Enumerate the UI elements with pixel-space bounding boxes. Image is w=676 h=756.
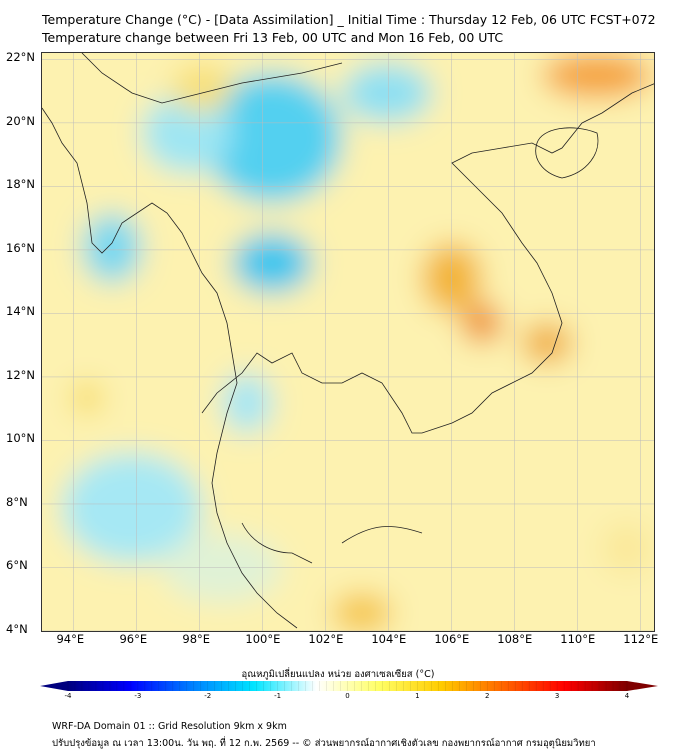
lat-label: 4°N bbox=[6, 622, 28, 636]
temperature-change-map bbox=[41, 52, 655, 632]
colorbar-max-arrow bbox=[627, 681, 658, 691]
lon-label: 106°E bbox=[434, 632, 470, 646]
colorbar-tick-label: 1 bbox=[415, 692, 420, 700]
temperature-field-region bbox=[222, 373, 272, 433]
lon-label: 110°E bbox=[560, 632, 596, 646]
lat-label: 12°N bbox=[6, 367, 35, 382]
lat-label: 16°N bbox=[6, 240, 35, 255]
temperature-field-region bbox=[142, 93, 232, 173]
lon-label: 108°E bbox=[497, 632, 533, 646]
lat-label: 20°N bbox=[6, 113, 35, 128]
colorbar-tick-label: 0 bbox=[345, 692, 350, 700]
temperature-field-region bbox=[172, 63, 232, 113]
lon-label: 94°E bbox=[56, 632, 85, 646]
temperature-field-region bbox=[542, 53, 652, 98]
colorbar-tick-label: 3 bbox=[554, 692, 560, 700]
lat-label: 22°N bbox=[6, 50, 35, 65]
colorbar-title: อุณหภูมิเปลี่ยนแปลง หน่วย องศาเซลเซียส (… bbox=[241, 669, 435, 680]
temperature-field-region bbox=[62, 453, 202, 563]
lat-label: 14°N bbox=[6, 304, 35, 319]
temperature-field-region bbox=[162, 533, 282, 603]
map-canvas bbox=[42, 53, 654, 631]
lon-label: 112°E bbox=[623, 632, 659, 646]
temperature-field-region bbox=[522, 323, 572, 363]
temperature-field-region bbox=[202, 73, 342, 203]
temperature-field-region bbox=[462, 303, 502, 343]
lat-label: 6°N bbox=[6, 558, 28, 573]
lat-label: 8°N bbox=[6, 494, 28, 509]
temperature-field-region bbox=[72, 383, 102, 413]
lon-label: 100°E bbox=[245, 632, 281, 646]
lon-label: 104°E bbox=[371, 632, 407, 646]
coastline bbox=[42, 53, 654, 629]
temperature-field-region bbox=[232, 233, 312, 293]
colorbar-tick-label: -1 bbox=[274, 692, 282, 700]
colorbar-tick-label: -4 bbox=[64, 692, 72, 700]
colorbar-min-arrow bbox=[40, 681, 68, 691]
chart-subtitle: Temperature change between Fri 13 Feb, 0… bbox=[42, 30, 504, 45]
footer-update-info: ปรับปรุงข้อมูล ณ เวลา 13:00น. วัน พฤ. ที… bbox=[52, 738, 596, 749]
lon-label: 102°E bbox=[308, 632, 344, 646]
colorbar bbox=[40, 681, 658, 691]
colorbar-gradient bbox=[68, 681, 627, 691]
lat-label: 18°N bbox=[6, 177, 35, 192]
lat-label: 10°N bbox=[6, 431, 35, 446]
temperature-field-region bbox=[342, 63, 432, 123]
lon-label: 96°E bbox=[119, 632, 148, 646]
colorbar-tick-label: -2 bbox=[204, 692, 212, 700]
colorbar-tick-label: -3 bbox=[134, 692, 142, 700]
chart-title: Temperature Change (°C) - [Data Assimila… bbox=[42, 12, 656, 27]
lon-label: 98°E bbox=[182, 632, 211, 646]
temperature-field-region bbox=[332, 593, 392, 631]
colorbar-tick-label: 2 bbox=[485, 692, 490, 700]
temperature-field-region bbox=[602, 523, 652, 573]
footer-domain-info: WRF-DA Domain 01 :: Grid Resolution 9km … bbox=[52, 721, 287, 732]
temperature-field-region bbox=[82, 213, 142, 283]
colorbar-tick-label: 4 bbox=[624, 692, 630, 700]
temperature-field-region bbox=[422, 243, 482, 313]
